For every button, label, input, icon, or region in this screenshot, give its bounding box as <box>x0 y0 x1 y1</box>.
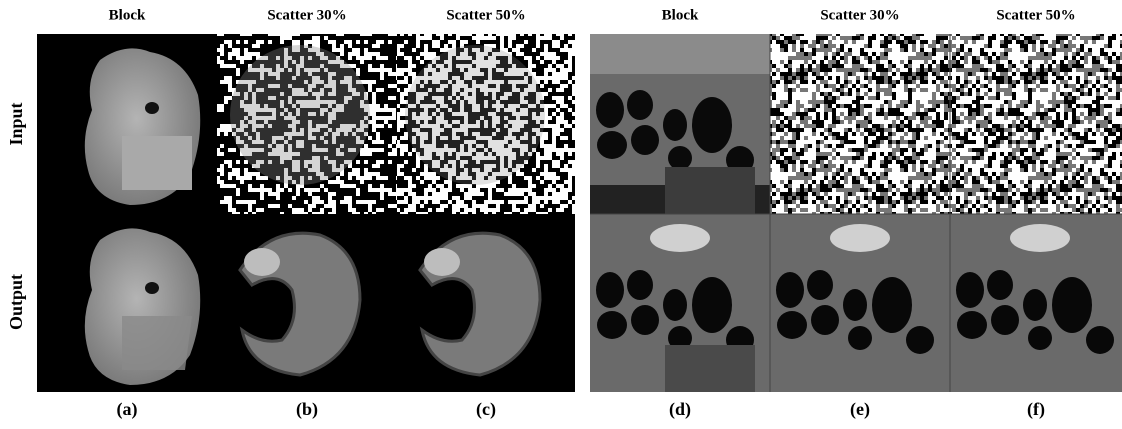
organ <box>906 326 934 354</box>
inpainted-block <box>122 316 192 370</box>
organ <box>991 305 1019 335</box>
inpainted-block <box>665 345 755 392</box>
organ <box>663 289 687 321</box>
block-mask <box>665 167 755 214</box>
row-label: Input <box>6 102 26 145</box>
organ <box>1086 326 1114 354</box>
organ <box>776 272 804 308</box>
caption: (c) <box>476 399 496 420</box>
column-header: Scatter 50% <box>446 7 525 23</box>
organ <box>596 92 624 128</box>
bone <box>650 224 710 252</box>
column-header: Block <box>662 7 699 23</box>
organ <box>627 270 653 300</box>
caption: (f) <box>1027 399 1045 420</box>
left-panel <box>37 34 575 392</box>
bone <box>830 224 890 252</box>
organ <box>987 270 1013 300</box>
column-header: Scatter 30% <box>267 7 346 23</box>
organ <box>777 311 807 339</box>
organ <box>848 326 872 350</box>
organ <box>597 311 627 339</box>
block-mask <box>122 136 192 190</box>
column-header: Scatter 50% <box>996 7 1075 23</box>
brain-feature <box>145 282 159 294</box>
organ <box>692 97 732 153</box>
organ <box>807 270 833 300</box>
organ <box>843 289 867 321</box>
organ <box>663 109 687 141</box>
organ <box>692 277 732 333</box>
brain-ghost <box>405 45 545 185</box>
column-header: Block <box>109 7 146 23</box>
organ <box>627 90 653 120</box>
caption: (e) <box>850 399 870 420</box>
organ <box>956 272 984 308</box>
column-header: Scatter 30% <box>820 7 899 23</box>
organ <box>957 311 987 339</box>
organ <box>631 305 659 335</box>
organ <box>596 272 624 308</box>
brain-feature <box>424 248 460 276</box>
brain-feature <box>244 248 280 276</box>
bone <box>1010 224 1070 252</box>
organ <box>1028 326 1052 350</box>
ct-top <box>590 34 770 74</box>
caption: (a) <box>117 399 138 420</box>
brain-ghost <box>230 45 370 185</box>
organ <box>872 277 912 333</box>
organ <box>668 146 692 170</box>
page: {"figure": { "panels": [ {"column_header… <box>0 0 1122 429</box>
organ <box>1023 289 1047 321</box>
organ <box>597 131 627 159</box>
organ <box>811 305 839 335</box>
figure: Block Scatter 30% Scatter 50% Block Scat… <box>0 0 1122 429</box>
right-panel <box>590 34 1122 392</box>
organ <box>1052 277 1092 333</box>
caption: (b) <box>296 399 318 420</box>
brain-feature <box>145 102 159 114</box>
row-label: Output <box>6 274 26 330</box>
organ <box>631 125 659 155</box>
caption: (d) <box>669 399 691 420</box>
scatter-noise <box>770 34 1122 214</box>
